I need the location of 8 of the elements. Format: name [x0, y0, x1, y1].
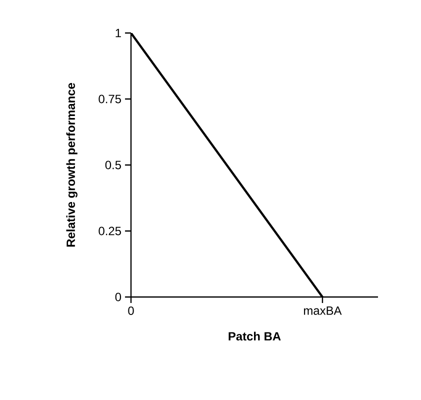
y-tick-label: 0: [115, 292, 122, 302]
y-tick-label: 1: [116, 28, 121, 38]
y-tick-label: 0.5: [105, 160, 121, 170]
y-axis-title: Relative growth performance: [66, 83, 78, 247]
x-axis-title: Patch BA: [228, 332, 281, 341]
x-tick-label: maxBA: [304, 306, 342, 315]
y-tick-label: 0.75: [98, 94, 121, 104]
y-tick-label: 0.25: [98, 226, 121, 236]
